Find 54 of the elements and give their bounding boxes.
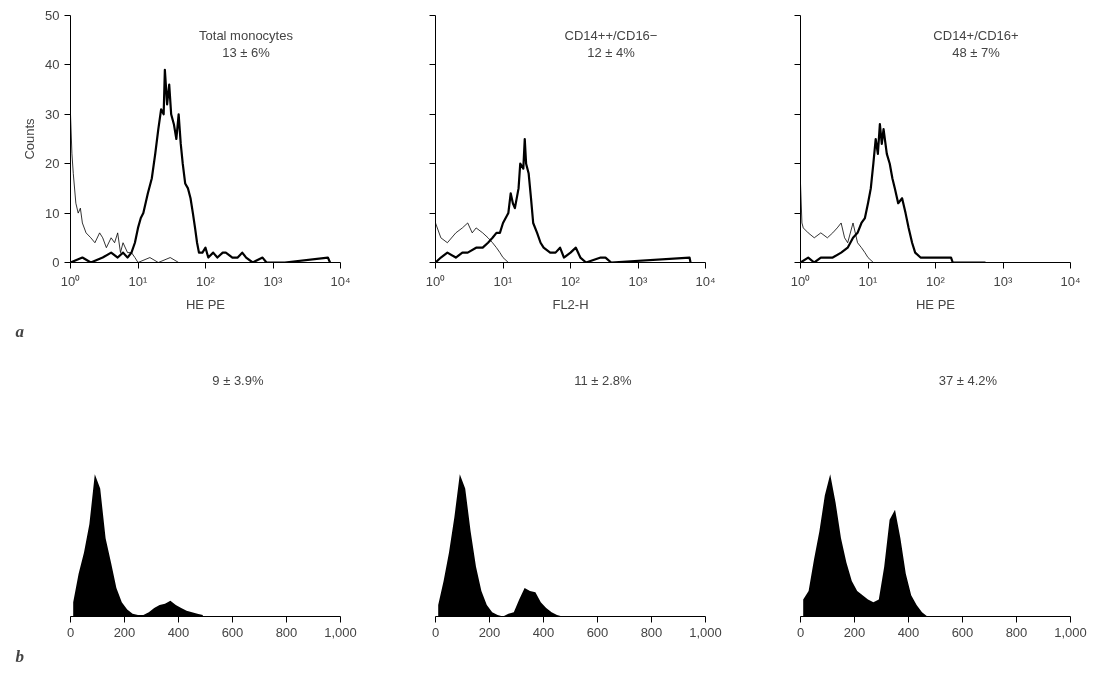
x-tick-label: 10¹	[493, 273, 514, 289]
x-tick-label: 800	[640, 624, 663, 640]
x-tick-label: 600	[221, 624, 244, 640]
x-tick-label: 10⁰	[425, 273, 446, 289]
x-tick-label: 10¹	[128, 273, 149, 289]
y-tick-label: 10	[45, 205, 60, 221]
x-tick-label: 10⁰	[790, 273, 811, 289]
x-tick-label: 0	[66, 624, 75, 640]
text: 37 ± 4.2%	[938, 373, 998, 389]
annotation: CD14+/CD16+	[933, 27, 1019, 43]
x-tick-label: 800	[275, 624, 298, 640]
x-tick-label: 10⁴	[1060, 273, 1081, 289]
x-tick-label: 600	[586, 624, 609, 640]
x-tick-label: 10³	[628, 273, 649, 289]
x-tick-label: 400	[167, 624, 190, 640]
y-tick-label: 0	[52, 255, 60, 270]
x-tick-label: 0	[796, 624, 805, 640]
x-tick-label: 800	[1005, 624, 1028, 640]
x-tick-label: 10⁴	[330, 273, 351, 289]
x-tick-label: 10¹	[858, 273, 879, 289]
x-tick-label: 10²	[561, 273, 581, 289]
annotation: Total monocytes	[199, 27, 294, 43]
y-tick-label: 20	[45, 156, 60, 172]
y-axis-title: Counts	[22, 117, 38, 160]
x-tick-label: 200	[478, 624, 501, 640]
text: a	[15, 321, 25, 341]
x-tick-label: 10²	[926, 273, 946, 289]
x-tick-label: 10³	[993, 273, 1014, 289]
x-tick-label: 10⁰	[60, 273, 81, 289]
x-tick-label: 400	[897, 624, 920, 640]
x-tick-label: 1,000	[324, 624, 357, 640]
x-tick-label: 10³	[263, 273, 284, 289]
text: 9 ± 3.9%	[212, 373, 264, 389]
text: b	[15, 646, 24, 666]
x-axis-title: HE PE	[185, 296, 226, 312]
text: 11 ± 2.8%	[574, 373, 633, 389]
annotation: 12 ± 4%	[587, 45, 636, 61]
x-tick-label: 200	[843, 624, 866, 640]
annotation: CD14++/CD16−	[564, 27, 658, 43]
x-tick-label: 200	[113, 624, 136, 640]
x-tick-label: 1,000	[689, 624, 722, 640]
x-axis-title: FL2-H	[552, 296, 589, 312]
x-tick-label: 10⁴	[695, 273, 716, 289]
x-tick-label: 400	[532, 624, 555, 640]
x-tick-label: 10²	[196, 273, 216, 289]
y-tick-label: 40	[45, 57, 60, 73]
y-tick-label: 50	[45, 8, 60, 23]
y-tick-label: 30	[45, 106, 60, 122]
annotation: 48 ± 7%	[952, 45, 1001, 61]
annotation: 13 ± 6%	[222, 45, 271, 61]
x-tick-label: 0	[431, 624, 440, 640]
x-tick-label: 600	[951, 624, 974, 640]
x-axis-title: HE PE	[915, 296, 956, 312]
x-tick-label: 1,000	[1054, 624, 1087, 640]
